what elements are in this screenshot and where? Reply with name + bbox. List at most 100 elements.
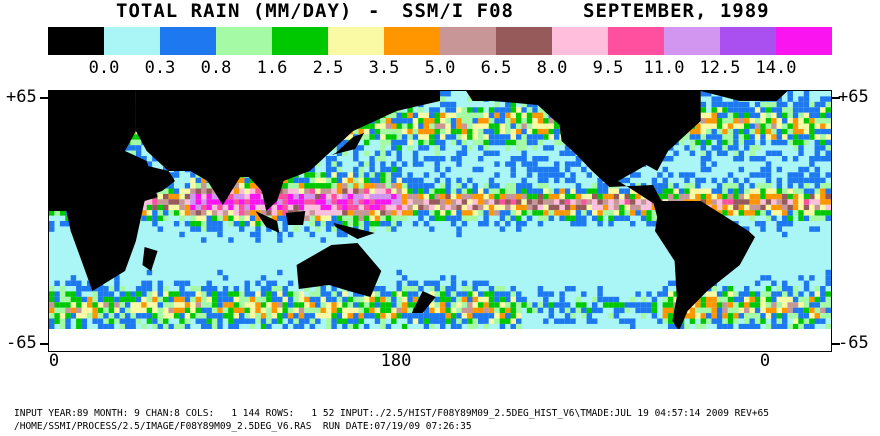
rain-cell [771,204,777,211]
rain-cell [282,210,288,216]
rain-cell [814,177,821,184]
rain-cell [776,210,783,216]
rain-cell [809,323,815,330]
rain-cell [570,307,576,314]
rain-cell [532,161,538,167]
rain-cell [809,156,815,162]
rain-cell [363,302,370,308]
rain-cell [298,291,305,297]
rain-cell [244,215,250,222]
rain-cell [380,291,386,297]
rain-cell [135,318,142,324]
rain-cell [282,291,288,297]
rain-cell [146,296,153,303]
rain-cell [727,172,734,178]
rain-cell [733,307,739,314]
rain-cell [125,318,131,324]
rain-cell [581,199,587,205]
rain-cell [706,150,712,157]
rain-cell [640,204,647,211]
rain-cell [412,123,419,129]
legend-label: 9.5 [592,58,624,78]
rain-cell [798,107,804,113]
rain-cell [532,307,538,314]
rain-cell [792,172,799,178]
legend-swatch [328,27,384,55]
rain-cell [722,107,728,113]
rain-cell [342,177,348,184]
rain-cell [325,183,332,189]
rain-cell [488,291,495,297]
rain-cell [792,318,799,324]
rain-cell [825,193,831,200]
rain-cell [586,307,593,314]
rain-cell [440,134,446,140]
rain-cell [293,183,299,189]
rain-cell [820,313,826,319]
rain-cell [722,139,728,146]
rain-cell [114,275,120,281]
rain-cell [803,199,810,205]
rain-cell [190,296,196,303]
rain-cell [716,123,723,129]
rain-cell [760,128,766,135]
rain-cell [190,199,196,205]
rain-cell [738,166,745,173]
rain-cell [391,291,397,297]
rain-cell [440,139,446,146]
rain-cell [472,204,478,211]
legend-swatch [552,27,608,55]
rain-cell [152,302,158,308]
rain-cell [825,172,831,178]
rain-cell [613,188,620,194]
rain-cell [597,307,603,314]
rain-cell [391,296,397,303]
rain-cell [358,183,364,189]
rain-cell [478,123,484,129]
rain-cell [412,161,419,167]
rain-cell [716,193,723,200]
rain-cell [499,296,506,303]
rain-cell [233,291,240,297]
rain-cell [478,307,484,314]
rain-cell [722,128,728,135]
rain-cell [336,177,343,184]
rain-cell [445,107,451,113]
rain-cell [396,150,402,157]
rain-cell [505,118,511,124]
rain-cell [287,313,294,319]
rain-cell [782,286,788,292]
rain-cell [467,96,473,102]
rain-cell [803,134,810,140]
rain-cell [70,307,77,314]
rain-cell [266,280,272,287]
rain-cell [396,307,402,314]
rain-cell [59,307,66,314]
rain-cell [814,156,821,162]
rain-cell [65,323,71,330]
rain-cell [418,204,424,211]
rain-cell [239,204,245,211]
rain-cell [450,193,457,200]
rain-cell [494,199,500,205]
rain-cell [803,118,810,124]
rain-cell [228,204,234,211]
rain-cell [81,286,88,292]
rain-cell [716,128,723,135]
rain-cell [363,221,370,227]
rain-cell [754,280,761,287]
rain-cell [244,210,250,216]
rain-cell [814,291,821,297]
rain-cell [521,101,527,108]
rain-cell [575,210,582,216]
rain-cell [559,302,565,308]
rain-cell [168,313,174,319]
rain-cell [564,166,571,173]
rain-cell [418,177,424,184]
rain-cell [429,291,435,297]
rain-cell [792,128,799,135]
rain-cell [211,302,218,308]
rain-cell [347,188,354,194]
rain-cell [548,166,555,173]
rain-cell [331,166,337,173]
